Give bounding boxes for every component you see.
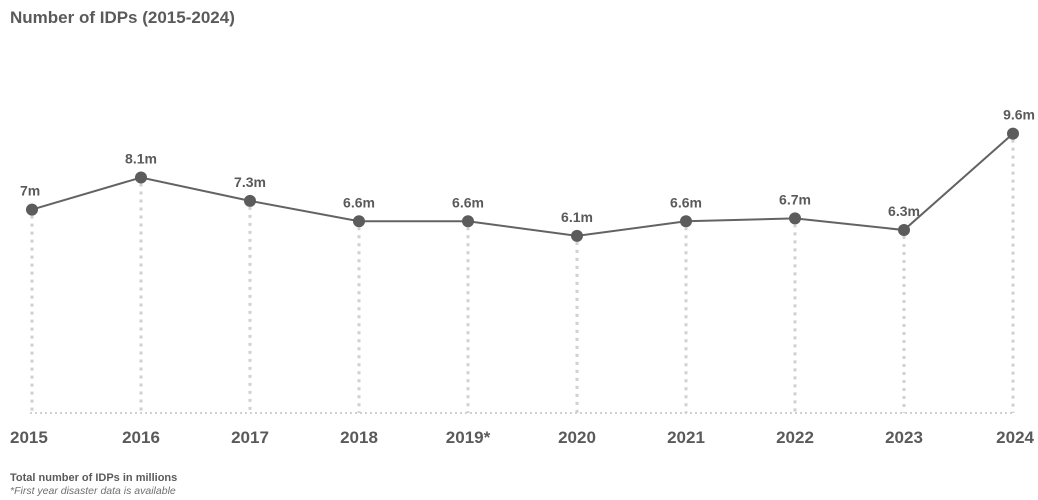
- data-label: 6.3m: [888, 203, 920, 219]
- data-point: [244, 194, 256, 207]
- gridlines: [30, 139, 1015, 413]
- line-chart: 7m 8.1m 7.3m 6.6m 6.6m 6.1m 6.6m 6.7m 6.3m 9.6m 2…: [10, 107, 1035, 447]
- x-tick-label: 2021: [667, 428, 705, 447]
- x-tick-label: 2024: [996, 428, 1034, 447]
- data-label: 8.1m: [125, 150, 157, 166]
- data-point: [680, 215, 692, 228]
- x-tick-label: 2023: [885, 428, 923, 447]
- data-labels: 7m 8.1m 7.3m 6.6m 6.6m 6.1m 6.6m 6.7m 6.3m 9.6m: [20, 107, 1035, 225]
- data-point: [135, 171, 147, 184]
- x-tick-label: 2017: [231, 428, 269, 447]
- data-label: 6.6m: [452, 194, 484, 210]
- x-tick-label: 2020: [558, 428, 596, 447]
- data-point: [571, 229, 583, 242]
- data-points: [26, 127, 1019, 242]
- chart-footer: Total number of IDPs in millions *First …: [10, 472, 177, 498]
- data-point: [789, 212, 801, 225]
- data-point: [353, 215, 365, 228]
- data-point: [898, 224, 910, 237]
- data-label: 6.1m: [561, 209, 593, 225]
- x-tick-label: 2015: [10, 428, 48, 447]
- data-label: 9.6m: [1003, 107, 1035, 123]
- footnote: *First year disaster data is available: [10, 485, 176, 497]
- data-label: 7.3m: [234, 174, 266, 190]
- data-label: 7m: [20, 183, 40, 199]
- series-line: [31, 132, 1014, 237]
- data-label: 6.7m: [779, 191, 811, 207]
- chart-title: Number of IDPs (2015-2024): [10, 8, 235, 27]
- x-tick-label: 2016: [122, 428, 160, 447]
- x-tick-label: 2019*: [446, 428, 491, 447]
- x-tick-labels: 2015 2016 2017 2018 2019* 2020 2021 2022 2023 202…: [10, 428, 1035, 447]
- data-point: [462, 215, 474, 228]
- data-point: [1007, 127, 1019, 140]
- x-tick-label: 2018: [340, 428, 378, 447]
- data-point: [26, 203, 38, 216]
- units-note: Total number of IDPs in millions: [10, 472, 178, 484]
- x-tick-label: 2022: [776, 428, 814, 447]
- data-label: 6.6m: [670, 194, 702, 210]
- data-label: 6.6m: [343, 194, 375, 210]
